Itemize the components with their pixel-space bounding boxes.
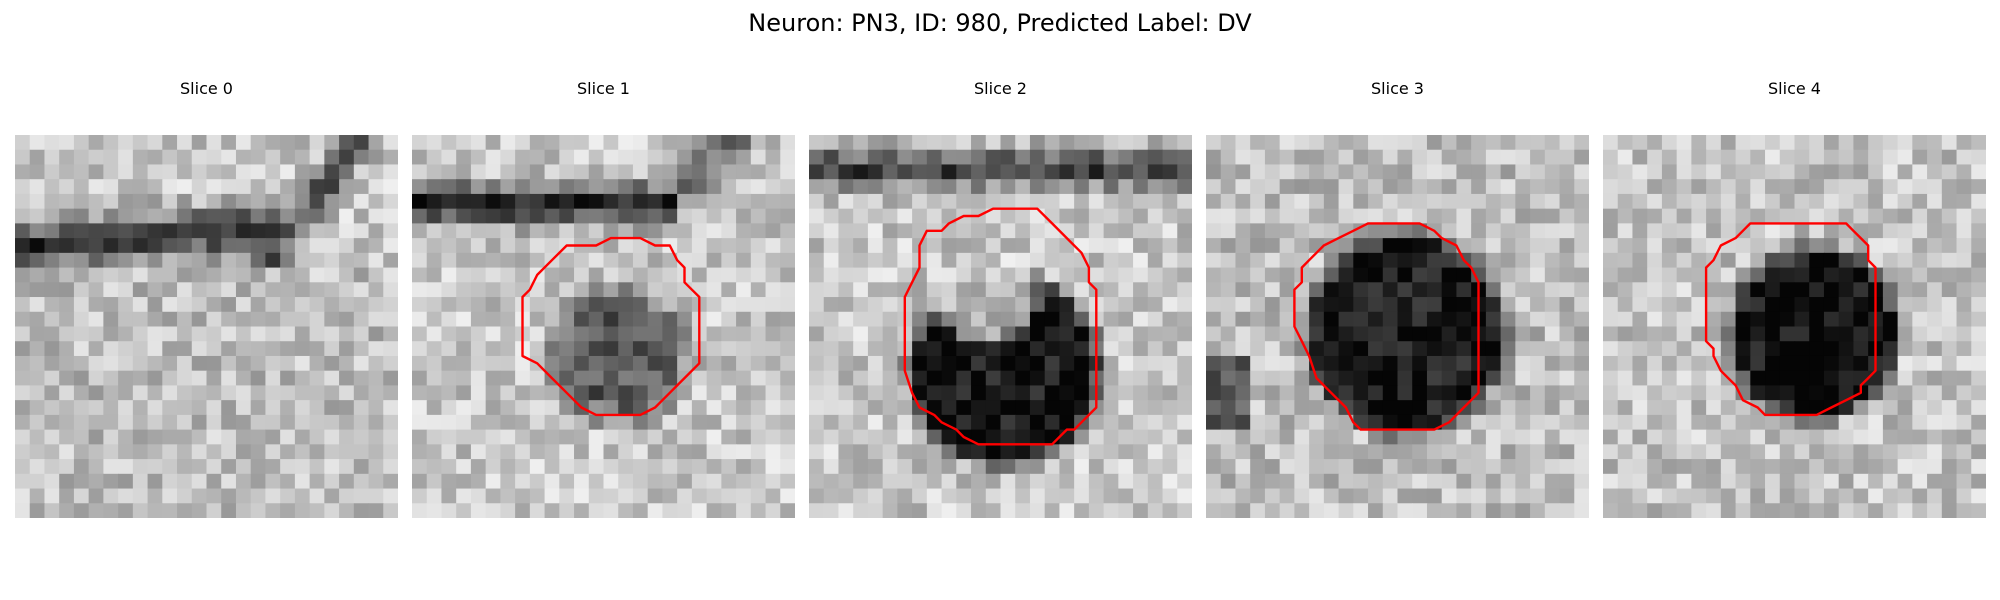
- slice-image-2: [809, 135, 1192, 518]
- slice-title-1: Slice 1: [412, 79, 795, 99]
- slice-image-0: [15, 135, 398, 518]
- pixel-grid: [15, 135, 398, 518]
- slice-image-4: [1603, 135, 1986, 518]
- pixel-grid: [1603, 135, 1986, 518]
- slice-title-0: Slice 0: [15, 79, 398, 99]
- pixel-grid: [809, 135, 1192, 518]
- slice-title-3: Slice 3: [1206, 79, 1589, 99]
- slice-image-1: [412, 135, 795, 518]
- pixel-grid: [412, 135, 795, 518]
- slice-image-3: [1206, 135, 1589, 518]
- figure-title: Neuron: PN3, ID: 980, Predicted Label: D…: [0, 8, 2000, 38]
- slice-title-4: Slice 4: [1603, 79, 1986, 99]
- slice-title-2: Slice 2: [809, 79, 1192, 99]
- pixel-grid: [1206, 135, 1589, 518]
